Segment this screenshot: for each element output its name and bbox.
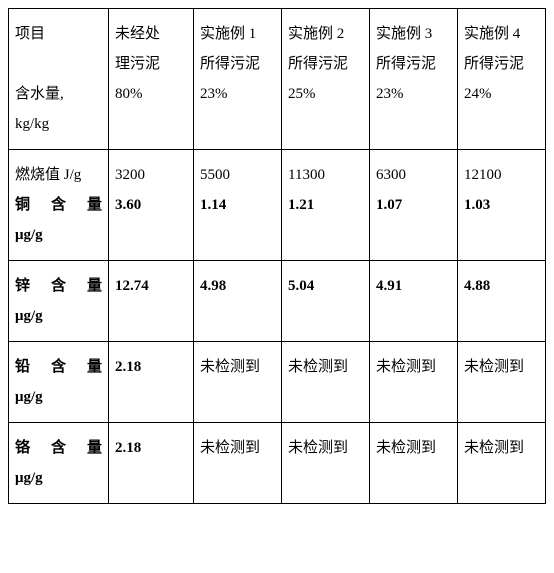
cell-row2-c3: 11300 1.21: [282, 150, 370, 261]
text: 锌: [15, 271, 30, 301]
cell-row3-c4: 4.91: [370, 261, 458, 342]
text: μg/g: [15, 301, 102, 331]
table-row: 铅 含 量 μg/g 2.18 未检测到 未检测到 未检测到 未检测到: [9, 342, 546, 423]
text: 铅: [15, 352, 30, 382]
cell-header-c2: 实施例 1 所得污泥 23%: [194, 9, 282, 150]
text: 12100: [464, 160, 539, 190]
cell-row3-c0: 锌 含 量 μg/g: [9, 261, 109, 342]
cell-header-c5: 实施例 4 所得污泥 24%: [458, 9, 546, 150]
text: 25%: [288, 79, 363, 109]
text: 3.60: [115, 190, 187, 220]
text: 量: [87, 352, 102, 382]
cell-row5-c2: 未检测到: [194, 423, 282, 504]
text: 1.03: [464, 190, 539, 220]
text: 6300: [376, 160, 451, 190]
cell-row2-c1: 3200 3.60: [109, 150, 194, 261]
text: μg/g: [15, 382, 102, 412]
cell-row2-c5: 12100 1.03: [458, 150, 546, 261]
text: 未检测到: [464, 440, 524, 456]
cell-row4-c2: 未检测到: [194, 342, 282, 423]
text: 燃烧值 J/g: [15, 160, 102, 190]
text: 4.88: [464, 278, 490, 294]
table-row: 锌 含 量 μg/g 12.74 4.98 5.04 4.91 4.88: [9, 261, 546, 342]
cell-row4-c5: 未检测到: [458, 342, 546, 423]
text: 23%: [376, 79, 451, 109]
text: 11300: [288, 160, 363, 190]
text: 未检测到: [200, 440, 260, 456]
text: 实施例 1: [200, 19, 275, 49]
text: 量: [87, 190, 102, 220]
cell-header-c4: 实施例 3 所得污泥 23%: [370, 9, 458, 150]
cell-row2-c0: 燃烧值 J/g 铜 含 量 μg/g: [9, 150, 109, 261]
text: 实施例 2: [288, 19, 363, 49]
cell-row3-c3: 5.04: [282, 261, 370, 342]
cell-row3-c2: 4.98: [194, 261, 282, 342]
text: 含: [51, 271, 66, 301]
text: 3200: [115, 160, 187, 190]
text: 1.14: [200, 190, 275, 220]
text: 理污泥: [115, 49, 187, 79]
text: 2.18: [115, 440, 141, 456]
text: 未经处: [115, 19, 187, 49]
cell-row5-c1: 2.18: [109, 423, 194, 504]
table-row: 铬 含 量 μg/g 2.18 未检测到 未检测到 未检测到 未检测到: [9, 423, 546, 504]
text: 未检测到: [288, 359, 348, 375]
text: 未检测到: [464, 359, 524, 375]
text: 80%: [115, 79, 187, 109]
text: μg/g: [15, 463, 102, 493]
text: 所得污泥: [200, 49, 275, 79]
cell-row4-c0: 铅 含 量 μg/g: [9, 342, 109, 423]
cell-row5-c4: 未检测到: [370, 423, 458, 504]
text: 实施例 4: [464, 19, 539, 49]
text: kg/kg: [15, 109, 102, 139]
table-row: 项目 含水量, kg/kg 未经处 理污泥 80% 实施例 1 所得污泥 23%…: [9, 9, 546, 150]
text: 2.18: [115, 359, 141, 375]
text: 1.21: [288, 190, 363, 220]
text: 5500: [200, 160, 275, 190]
text: 4.98: [200, 278, 226, 294]
cell-header-c0: 项目 含水量, kg/kg: [9, 9, 109, 150]
text: 未检测到: [288, 440, 348, 456]
cell-row5-c3: 未检测到: [282, 423, 370, 504]
text: 含: [51, 352, 66, 382]
text: 所得污泥: [288, 49, 363, 79]
text: 铜: [15, 190, 30, 220]
cell-row2-c2: 5500 1.14: [194, 150, 282, 261]
table-row: 燃烧值 J/g 铜 含 量 μg/g 3200 3.60 5500 1.14 1…: [9, 150, 546, 261]
cell-row5-c5: 未检测到: [458, 423, 546, 504]
text: 24%: [464, 79, 539, 109]
text: μg/g: [15, 220, 102, 250]
cell-header-c3: 实施例 2 所得污泥 25%: [282, 9, 370, 150]
text: 1.07: [376, 190, 451, 220]
text: 所得污泥: [376, 49, 451, 79]
text: 未检测到: [200, 359, 260, 375]
cell-row2-c4: 6300 1.07: [370, 150, 458, 261]
text: 4.91: [376, 278, 402, 294]
cell-row3-c5: 4.88: [458, 261, 546, 342]
text: 含: [51, 190, 66, 220]
cell-row4-c1: 2.18: [109, 342, 194, 423]
text: 量: [87, 433, 102, 463]
text: 量: [87, 271, 102, 301]
text: 含水量,: [15, 79, 102, 109]
text: 未检测到: [376, 359, 436, 375]
cell-header-c1: 未经处 理污泥 80%: [109, 9, 194, 150]
text: 铬: [15, 433, 30, 463]
text: 5.04: [288, 278, 314, 294]
cell-row3-c1: 12.74: [109, 261, 194, 342]
text: 实施例 3: [376, 19, 451, 49]
text: 23%: [200, 79, 275, 109]
text: 12.74: [115, 278, 149, 294]
text: 项目: [15, 19, 102, 49]
text: 所得污泥: [464, 49, 539, 79]
text: 未检测到: [376, 440, 436, 456]
cell-row5-c0: 铬 含 量 μg/g: [9, 423, 109, 504]
text: 含: [51, 433, 66, 463]
data-table: 项目 含水量, kg/kg 未经处 理污泥 80% 实施例 1 所得污泥 23%…: [8, 8, 546, 504]
cell-row4-c3: 未检测到: [282, 342, 370, 423]
cell-row4-c4: 未检测到: [370, 342, 458, 423]
